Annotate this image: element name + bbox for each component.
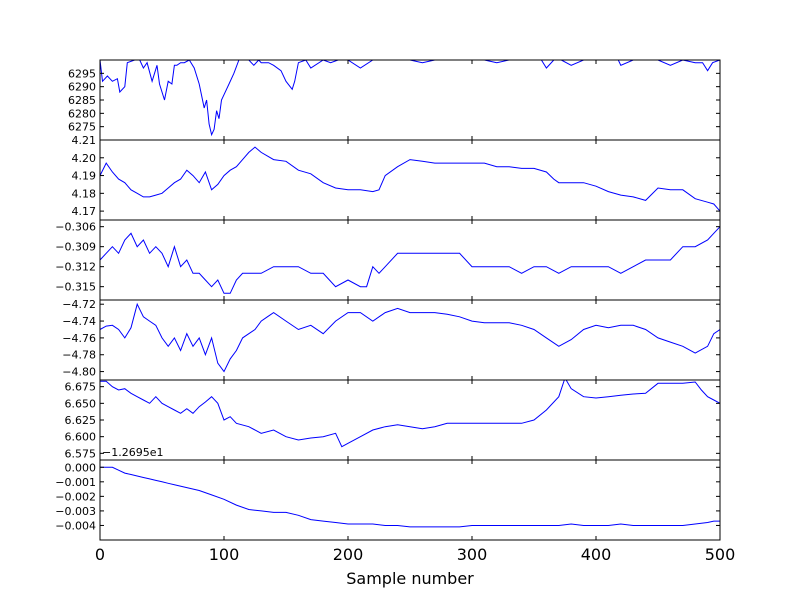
x-tick-label: 200 (333, 545, 364, 564)
panel-4-frame (99, 299, 721, 381)
panel-6-ytick-label: 0.000 (65, 461, 97, 474)
panel-3-ytick-label: −0.312 (55, 261, 96, 274)
panel-5: 6.675 6.650 6.625 6.600 6.575 −1.2695e1 (65, 379, 721, 461)
panel-5-frame (99, 379, 721, 461)
panel-6-series-line (100, 466, 720, 528)
panel-2-series-line (100, 146, 720, 212)
panel-5-ytick-label: 6.575 (65, 447, 97, 460)
x-tick-label: 400 (581, 545, 612, 564)
panel-4-ytick-label: −4.78 (62, 349, 96, 362)
panel-5-ytick-label: 6.625 (65, 414, 97, 427)
panel-5-ytick-label: 6.675 (65, 381, 97, 394)
panel-2-frame (99, 139, 721, 221)
panel-2-ytick-label: 4.21 (72, 134, 97, 147)
panel-5-offset-label: −1.2695e1 (102, 446, 163, 459)
panel-2-ytick-label: 4.19 (72, 170, 97, 183)
panel-6-ytick-label: −0.001 (55, 476, 96, 489)
panel-6-frame (99, 459, 721, 541)
panel-4: −4.72 −4.74 −4.76 −4.78 −4.80 (62, 298, 721, 381)
panel-3-ytick-label: −0.309 (55, 241, 96, 254)
x-axis-label: Sample number (346, 569, 474, 588)
panel-3-ytick-label: −0.306 (55, 221, 96, 234)
panel-3-ytick-label: −0.315 (55, 281, 96, 294)
x-tick-label: 0 (95, 545, 105, 564)
panel-1-frame (99, 59, 721, 141)
panel-2: 4.17 4.18 4.19 4.20 4.21 (72, 134, 721, 221)
panel-1-ytick-label: 6290 (68, 81, 96, 94)
panel-2-ytick-label: 4.20 (72, 152, 97, 165)
panel-6-ytick-label: −0.003 (55, 505, 96, 518)
panel-5-series-line (100, 380, 720, 448)
panel-1-ytick-label: 6295 (68, 67, 96, 80)
panel-4-ytick-label: −4.72 (62, 298, 96, 311)
panel-6-ytick-label: −0.002 (55, 490, 96, 503)
panel-2-ytick-label: 4.17 (72, 205, 97, 218)
panel-6-ytick-label: −0.004 (55, 519, 96, 532)
panel-5-ytick-label: 6.600 (65, 431, 97, 444)
panel-4-ytick-label: −4.80 (62, 366, 96, 379)
panel-6: 0.000 −0.001−0.002 −0.003−0.004 (55, 459, 721, 541)
x-tick-label: 500 (705, 545, 736, 564)
panel-4-ytick-label: −4.74 (62, 315, 96, 328)
panel-3: −0.306 −0.309 −0.312 −0.315 (55, 219, 721, 301)
panel-4-series-line (100, 302, 720, 373)
panel-1-ytick-label: 6275 (68, 121, 96, 134)
x-tick-label: 300 (457, 545, 488, 564)
x-axis: 0 100 200 300 400 500 (95, 545, 735, 564)
panel-2-ytick-label: 4.18 (72, 187, 97, 200)
panel-3-frame (99, 219, 721, 301)
panel-1-ytick-label: 6285 (68, 94, 96, 107)
panel-4-ytick-label: −4.76 (62, 332, 96, 345)
panel-5-ytick-label: 6.650 (65, 397, 97, 410)
x-tick-label: 100 (209, 545, 240, 564)
panel-3-series-line (100, 226, 720, 294)
panel-1-series-line (100, 60, 720, 137)
panel-1-ytick-label: 6280 (68, 107, 96, 120)
